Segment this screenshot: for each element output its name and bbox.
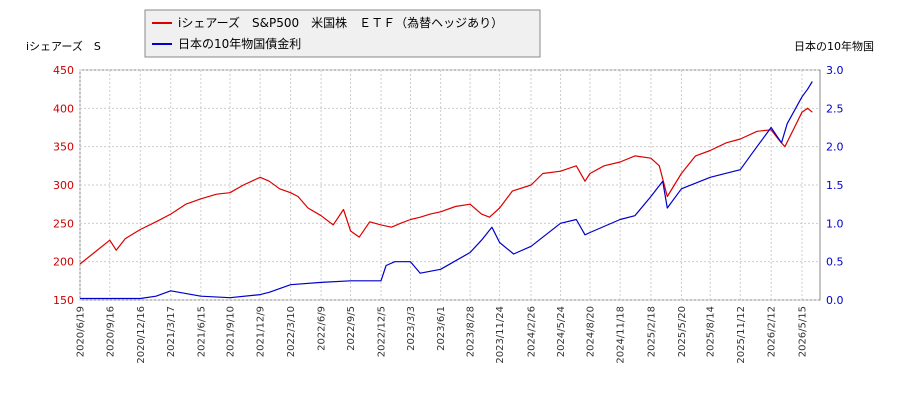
x-tick-label: 2024/2/26 [527, 306, 538, 357]
grid-lines [79, 69, 820, 301]
x-tick-label: 2020/12/16 [136, 306, 147, 364]
left-tick-label: 350 [53, 141, 74, 154]
series-lines [79, 81, 813, 300]
series-line-0 [79, 107, 813, 265]
right-tick-label: 1.0 [826, 217, 844, 230]
left-tick-label: 200 [53, 256, 74, 269]
legend-box [144, 9, 541, 58]
left-tick-label: 450 [53, 64, 74, 77]
right-tick-label: 3.0 [826, 64, 844, 77]
x-tick-label: 2022/3/10 [286, 306, 297, 357]
x-tick-label: 2025/5/20 [677, 306, 688, 357]
x-tick-label: 2026/2/12 [767, 306, 778, 357]
x-tick-label: 2021/3/17 [166, 306, 177, 357]
right-tick-label: 2.5 [826, 102, 844, 115]
left-tick-label: 300 [53, 179, 74, 192]
x-tick-label: 2020/9/16 [105, 306, 116, 357]
x-tick-label: 2024/5/24 [556, 306, 567, 357]
x-tick-label: 2025/8/14 [706, 306, 717, 357]
x-tick-label: 2021/12/9 [256, 306, 267, 357]
right-tick-label: 0.0 [826, 294, 844, 307]
x-tick-label: 2023/8/28 [466, 306, 477, 357]
left-tick-label: 150 [53, 294, 74, 307]
x-tick-label: 2022/6/9 [317, 306, 328, 351]
x-tick-label: 2024/8/20 [585, 306, 596, 357]
left-axis: 450 400 350 300 250 200 150 [53, 64, 74, 307]
x-tick-label: 2020/6/19 [76, 306, 87, 357]
series-line-1 [80, 81, 813, 300]
x-tick-label: 2022/9/5 [346, 306, 357, 351]
x-tick-label: 2025/2/18 [646, 306, 657, 357]
x-tick-label: 2022/12/5 [377, 306, 388, 357]
x-tick-label: 2021/9/10 [226, 306, 237, 357]
left-axis-label: iシェアーズ S [26, 39, 101, 53]
x-tick-label: 2026/5/15 [797, 306, 808, 357]
x-tick-label: 2025/11/12 [736, 306, 747, 364]
right-tick-label: 2.0 [826, 141, 844, 154]
x-tick-label: 2021/6/15 [196, 306, 207, 357]
x-tick-label: 2023/11/24 [495, 306, 506, 364]
left-tick-label: 250 [53, 217, 74, 230]
x-tick-label: 2023/6/1 [436, 306, 447, 351]
x-tick-label: 2024/11/18 [616, 306, 627, 364]
right-axis: 3.0 2.5 2.0 1.5 1.0 0.5 0.0 [826, 64, 844, 307]
right-axis-label: 日本の10年物国 [794, 39, 874, 53]
legend-label-1: 日本の10年物国債金利 [178, 36, 301, 51]
legend: iシェアーズ S&P500 米国株 ＥＴＦ（為替ヘッジあり） 日本の10年物国債… [144, 9, 541, 58]
x-axis: 2020/6/19 2020/9/16 2020/12/16 2021/3/17 202… [76, 306, 809, 364]
x-tick-label: 2023/3/3 [406, 306, 417, 351]
right-tick-label: 0.5 [826, 256, 844, 269]
right-tick-label: 1.5 [826, 179, 844, 192]
legend-label-0: iシェアーズ S&P500 米国株 ＥＴＦ（為替ヘッジあり） [178, 15, 503, 30]
left-tick-label: 400 [53, 102, 74, 115]
